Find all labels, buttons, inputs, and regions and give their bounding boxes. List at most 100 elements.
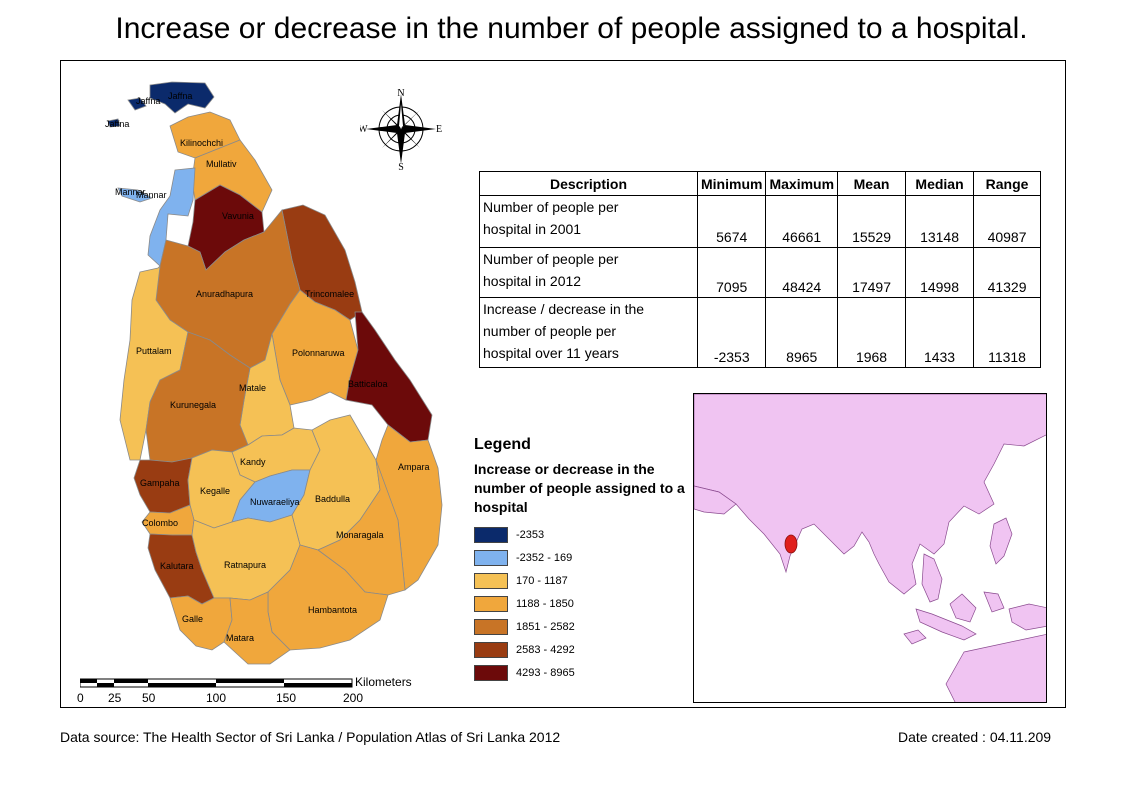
cell-minimum: -2353 <box>696 297 767 368</box>
row-description: Increase / decrease in the number of peop… <box>479 297 698 368</box>
table-row: Number of people per hospital in 2001 567… <box>479 195 1042 248</box>
cell-median: 1433 <box>905 297 975 368</box>
cell-range: 11318 <box>973 297 1042 368</box>
district-label: Matale <box>239 383 266 393</box>
header-median: Median <box>905 171 975 196</box>
legend-items: -2353 -2352 - 169 170 - 1187 1188 - 1850 185… <box>474 523 689 684</box>
district-label: Mannar <box>115 187 146 197</box>
district-label: Ratnapura <box>224 560 266 570</box>
data-source-note: Data source: The Health Sector of Sri La… <box>60 729 561 745</box>
legend-item: 2583 - 4292 <box>474 638 689 661</box>
cell-mean: 17497 <box>837 247 907 298</box>
legend-heading: Legend <box>474 436 531 453</box>
district-label: Anuradhapura <box>196 289 253 299</box>
legend-swatch <box>474 641 508 658</box>
header-description: Description <box>479 171 698 196</box>
legend-swatch <box>474 664 508 681</box>
district-label: Batticaloa <box>348 379 388 389</box>
district-label: Polonnaruwa <box>292 348 345 358</box>
district-label: Kandy <box>240 457 266 467</box>
date-created-note: Date created : 04.11.209 <box>898 729 1052 745</box>
cell-minimum: 7095 <box>696 247 767 298</box>
inset-landmass <box>694 394 1046 702</box>
district-label: Vavunia <box>222 211 254 221</box>
header-minimum: Minimum <box>696 171 767 196</box>
cell-range: 40987 <box>973 195 1042 248</box>
legend-swatch <box>474 526 508 543</box>
row-description: Number of people per hospital in 2012 <box>479 247 698 298</box>
district-label: Nuwaraeliya <box>250 497 300 507</box>
legend-item: 4293 - 8965 <box>474 661 689 684</box>
map-title: Increase or decrease in the number of pe… <box>115 12 1028 45</box>
desc-line: hospital in 2001 <box>483 221 582 237</box>
cell-maximum: 8965 <box>765 297 839 368</box>
map-legend: Legend Increase or decrease in the numbe… <box>474 436 689 684</box>
legend-item: 1188 - 1850 <box>474 592 689 615</box>
cell-maximum: 48424 <box>765 247 839 298</box>
district-label: Kilinochchi <box>180 138 223 148</box>
header-range: Range <box>973 171 1042 196</box>
legend-item: -2352 - 169 <box>474 546 689 569</box>
north-label: N <box>397 88 404 99</box>
district-label: Monaragala <box>336 530 384 540</box>
legend-item: 1851 - 2582 <box>474 615 689 638</box>
header-mean: Mean <box>837 171 907 196</box>
inset-map-svg <box>694 394 1046 702</box>
scale-tick-50: 50 <box>142 691 156 705</box>
district-label: Mullativ <box>206 159 237 169</box>
district-label: Hambantota <box>308 605 357 615</box>
district-label: Ampara <box>398 462 430 472</box>
district-label: Galle <box>182 614 203 624</box>
desc-line: Increase / decrease in the <box>483 301 645 317</box>
scale-tick-150: 150 <box>276 691 297 705</box>
district-mannar-island <box>117 187 153 203</box>
legend-item: 170 - 1187 <box>474 569 689 592</box>
district-label: Matara <box>226 633 254 643</box>
desc-line: Number of people per <box>483 251 619 267</box>
legend-label: -2352 - 169 <box>516 551 573 564</box>
cell-mean: 15529 <box>837 195 907 248</box>
district-matara <box>223 591 291 665</box>
inset-locator-map <box>693 393 1047 703</box>
scale-bar <box>80 678 353 688</box>
legend-label: 4293 - 8965 <box>516 666 575 679</box>
legend-swatch <box>474 595 508 612</box>
scale-tick-25: 25 <box>108 691 122 705</box>
table-row: Number of people per hospital in 2012 709… <box>479 247 1042 298</box>
legend-label: -2353 <box>516 528 545 541</box>
south-label: S <box>398 162 404 170</box>
table-row: Increase / decrease in the number of peop… <box>479 297 1042 368</box>
district-label: Kegalle <box>200 486 230 496</box>
inset-sri-lanka-marker <box>784 534 798 554</box>
east-label: E <box>436 124 442 135</box>
district-label: Colombo <box>142 518 178 528</box>
district-jaffna <box>149 81 215 114</box>
legend-swatch <box>474 549 508 566</box>
scale-tick-200: 200 <box>343 691 364 705</box>
header-maximum: Maximum <box>765 171 839 196</box>
district-label: Jaffna <box>136 96 160 106</box>
legend-label: 2583 - 4292 <box>516 643 575 656</box>
legend-item: -2353 <box>474 523 689 546</box>
cell-maximum: 46661 <box>765 195 839 248</box>
legend-label: 1188 - 1850 <box>516 597 574 610</box>
district-jaffna-island-2 <box>107 118 121 128</box>
desc-line: Number of people per <box>483 199 619 215</box>
district-label: Kurunegala <box>170 400 216 410</box>
cell-mean: 1968 <box>837 297 907 368</box>
cell-median: 14998 <box>905 247 975 298</box>
sri-lanka-map: Jaffna Jaffna Jaffna Kilinochchi Mullativ Man… <box>105 81 443 665</box>
district-label: Gampaha <box>140 478 180 488</box>
district-labels: Jaffna Jaffna Jaffna Kilinochchi Mullativ Man… <box>105 91 430 643</box>
west-label: W <box>360 124 368 135</box>
district-label: Mannar <box>136 190 167 200</box>
district-label: Baddulla <box>315 494 350 504</box>
district-label: Jaffna <box>105 119 129 129</box>
desc-line: hospital over 11 years <box>483 345 619 361</box>
table-header-row: Description Minimum Maximum Mean Median … <box>479 171 1042 196</box>
scale-tick-0: 0 <box>77 691 84 705</box>
north-arrow-icon: N S W E <box>360 88 442 170</box>
map-frame <box>60 60 1066 708</box>
legend-title: Increase or decrease in the number of pe… <box>474 461 685 515</box>
cell-range: 41329 <box>973 247 1042 298</box>
